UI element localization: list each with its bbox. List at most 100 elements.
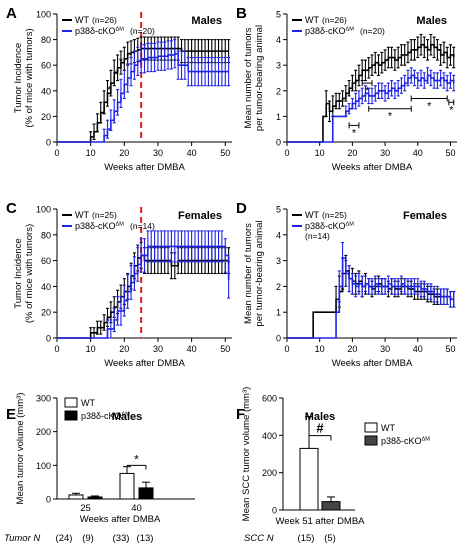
panel-F: F Males 0 200 400 600 Mean SCC tumor volume (m… (236, 387, 430, 544)
y-tick-label: 100 (36, 205, 51, 215)
x-tick-label: 30 (380, 344, 390, 354)
y-tick-label: 400 (262, 431, 277, 441)
footer-n: (9) (82, 533, 94, 544)
panel-title: Females (403, 210, 447, 222)
x-tick-label: 30 (153, 148, 163, 158)
footer-label: Tumor N (4, 533, 40, 544)
legend-label: WT (75, 15, 89, 25)
y-tick-label: 0 (276, 334, 281, 344)
panel-letter: B (236, 5, 247, 22)
x-tick-label: 10 (315, 148, 325, 158)
x-tick-label: 50 (445, 344, 455, 354)
panel-letter: C (6, 200, 17, 217)
panel-title: Males (112, 411, 143, 423)
legend-n: (n=20) (130, 26, 155, 36)
y-tick-label: 0 (276, 138, 281, 148)
panel-E: E Males 0 100 200 300 Mean tumor volume (mm³) 2… (4, 393, 195, 544)
legend-swatch (364, 422, 378, 433)
significance-star: * (427, 100, 432, 112)
footer-n: (15) (298, 533, 315, 544)
y-axis-label: Mean number of tumors (243, 27, 254, 128)
x-tick-label: 20 (119, 344, 129, 354)
panel-letter: F (236, 406, 245, 423)
footer-label: SCC N (244, 533, 274, 544)
panel-letter: A (6, 5, 17, 22)
series-wt (287, 33, 456, 143)
x-axis-label: Weeks after DMBA (104, 358, 185, 369)
x-axis-label: Week 51 after DMBA (275, 516, 365, 527)
y-tick-label: 60 (41, 61, 51, 71)
x-tick-label: 20 (347, 344, 357, 354)
y-tick-label: 60 (41, 256, 51, 266)
panel-title: Males (416, 15, 447, 27)
series-wt (57, 36, 231, 143)
legend-label: WT (305, 210, 319, 220)
x-tick-label: 50 (220, 344, 230, 354)
y-tick-label: 100 (36, 10, 51, 20)
y-tick-label: 20 (41, 308, 51, 318)
y-tick-label: 2 (276, 86, 281, 96)
legend-label: WT (305, 15, 319, 25)
legend-n: (n=14) (130, 221, 155, 231)
bar (321, 501, 341, 511)
significance-star: * (388, 111, 393, 123)
y-tick-label: 100 (36, 461, 51, 471)
x-tick-label: 0 (54, 344, 59, 354)
series-line (57, 52, 229, 143)
series-line (287, 270, 454, 339)
bar (299, 447, 319, 511)
x-tick-label: 50 (445, 148, 455, 158)
footer-n: (5) (324, 533, 336, 544)
series-ko (57, 230, 231, 339)
y-tick-label: 5 (276, 10, 281, 20)
x-tick-label: 50 (220, 148, 230, 158)
x-tick-label: 30 (380, 148, 390, 158)
x-tick-label: 40 (187, 148, 197, 158)
y-axis-label: Tumor Incidence (13, 238, 24, 308)
x-category-label: 40 (131, 503, 142, 514)
y-tick-label: 200 (36, 427, 51, 437)
y-axis-label: Mean SCC tumor volume (mm³) (241, 387, 252, 522)
panel-title: Males (305, 411, 336, 423)
x-tick-label: 0 (284, 344, 289, 354)
series-ko (287, 241, 456, 339)
y-axis-label: Mean tumor volume (mm³) (15, 393, 26, 505)
bar (68, 494, 84, 500)
legend-label: p38δ-cKOΔM (75, 26, 124, 36)
y-tick-label: 1 (276, 112, 281, 122)
legend-swatch (64, 410, 78, 421)
legend-label: WT (381, 423, 395, 433)
y-tick-label: 40 (41, 86, 51, 96)
significance-star: * (365, 85, 370, 97)
legend-n: (n=20) (360, 26, 385, 36)
panel-title: Females (178, 210, 222, 222)
legend-label: p38δ-cKOΔM (305, 26, 354, 36)
x-tick-label: 0 (54, 148, 59, 158)
legend-swatch (64, 397, 78, 408)
x-tick-label: 40 (187, 344, 197, 354)
legend-n: (n=14) (305, 231, 330, 241)
y-axis-label: (% of mice with tumors) (24, 224, 35, 323)
footer-n: (24) (56, 533, 73, 544)
y-tick-label: 1 (276, 308, 281, 318)
x-tick-label: 20 (347, 148, 357, 158)
x-axis-label: Weeks after DMBA (332, 358, 413, 369)
legend-n: (n=26) (322, 15, 347, 25)
series-ko (57, 39, 231, 143)
y-tick-label: 2 (276, 282, 281, 292)
x-tick-label: 10 (86, 148, 96, 158)
legend-label: p38δ-cKOΔM (381, 436, 430, 446)
y-tick-label: 4 (276, 35, 281, 45)
significance-star: * (119, 56, 124, 68)
y-axis-label: Mean number of tumors (243, 223, 254, 324)
x-tick-label: 20 (119, 148, 129, 158)
legend-n: (n=25) (92, 210, 117, 220)
y-tick-label: 40 (41, 282, 51, 292)
y-tick-label: 3 (276, 61, 281, 71)
x-tick-label: 0 (284, 148, 289, 158)
bar (138, 487, 154, 500)
significance-star: * (114, 69, 119, 81)
x-axis-label: Weeks after DMBA (80, 514, 161, 525)
y-axis-label: (% of mice with tumors) (24, 28, 35, 127)
